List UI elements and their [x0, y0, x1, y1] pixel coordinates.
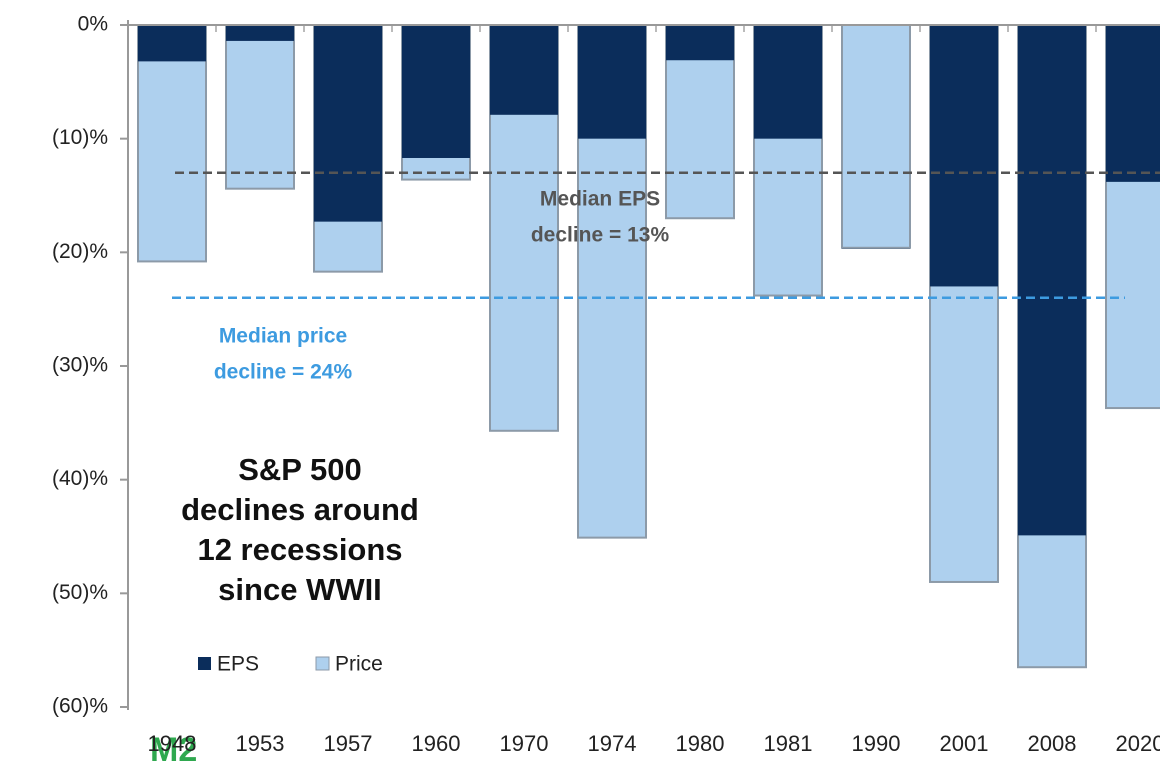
median-label: decline = 24% — [214, 361, 353, 384]
x-tick-label: 1960 — [412, 731, 461, 756]
y-tick-label: 0% — [78, 13, 108, 36]
plot-area — [127, 24, 1160, 669]
chart-title: S&P 500 — [238, 452, 362, 487]
y-tick-label: (40)% — [52, 467, 108, 490]
y-tick-label: (20)% — [52, 240, 108, 263]
bar — [930, 25, 998, 287]
y-tick-label: (10)% — [52, 126, 108, 149]
bar — [578, 25, 646, 139]
bar — [138, 25, 206, 62]
x-tick-label: 1948 — [148, 731, 197, 756]
legend-swatch — [315, 656, 330, 671]
chart-title: since WWII — [218, 572, 382, 607]
x-tick-label: 1970 — [500, 731, 549, 756]
x-tick-label: 2001 — [940, 731, 989, 756]
logo: M2 — [150, 731, 197, 769]
x-tick-label: 1981 — [764, 731, 813, 756]
legend-label: EPS — [217, 653, 259, 676]
x-tick-label: 1990 — [852, 731, 901, 756]
x-tick-label: 2020 — [1116, 731, 1160, 756]
y-tick-label: (30)% — [52, 354, 108, 377]
bar — [1106, 25, 1160, 182]
bar — [226, 25, 294, 41]
bar — [754, 25, 822, 139]
x-tick-label: 1953 — [236, 731, 285, 756]
bar — [1018, 25, 1086, 536]
bar — [666, 25, 734, 61]
bar — [490, 25, 558, 115]
bar — [225, 24, 295, 190]
median-label: Median EPS — [540, 188, 660, 211]
y-tick-label: (60)% — [52, 695, 108, 718]
x-tick-label: 2008 — [1028, 731, 1077, 756]
chart-title: 12 recessions — [197, 532, 402, 567]
x-tick-label: 1980 — [676, 731, 725, 756]
x-tick-label: 1974 — [588, 731, 637, 756]
median-label: decline = 13% — [531, 224, 670, 247]
median-label: Median price — [219, 325, 347, 348]
y-tick-label: (50)% — [52, 581, 108, 604]
bar — [402, 25, 470, 158]
bar — [314, 25, 382, 222]
chart-title: declines around — [181, 492, 419, 527]
bar — [841, 24, 911, 249]
legend-label: Price — [335, 653, 383, 676]
x-tick-label: 1957 — [324, 731, 373, 756]
legend-swatch — [198, 657, 211, 670]
bar — [137, 24, 207, 263]
